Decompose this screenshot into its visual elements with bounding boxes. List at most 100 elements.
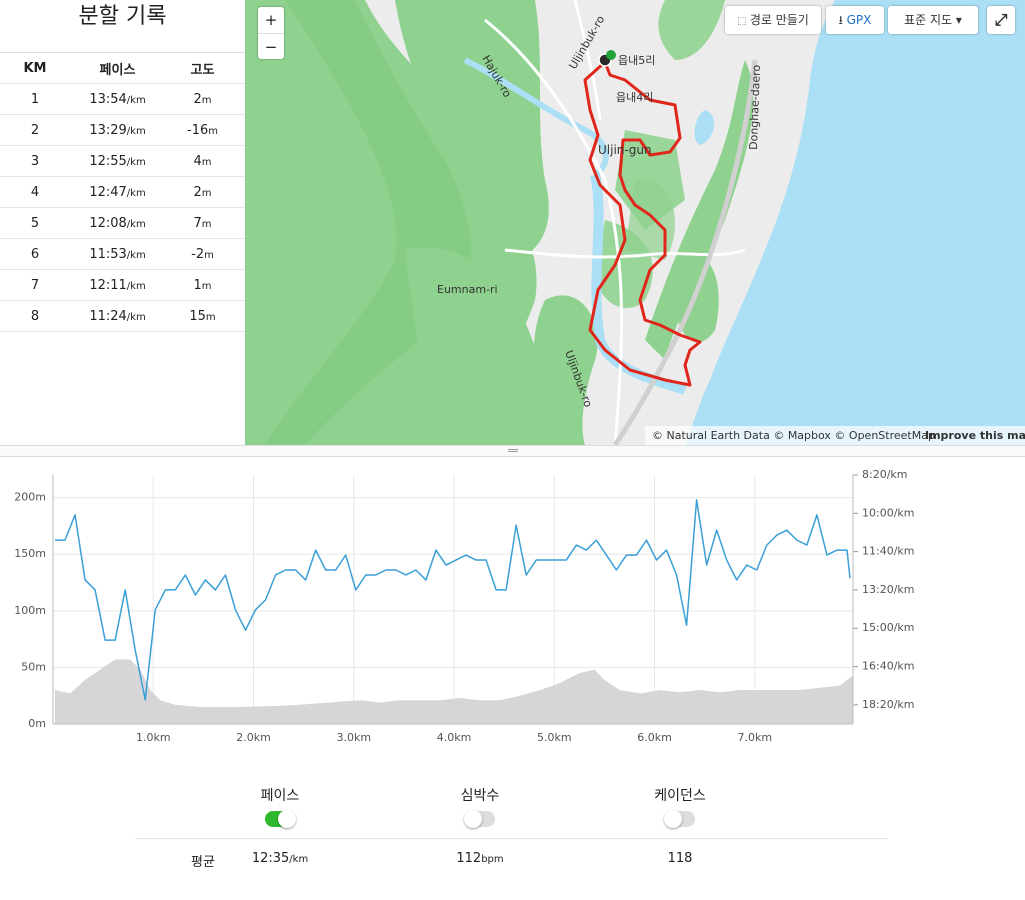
split-row: 7 12:11/km 1m [0, 270, 245, 301]
pace: 11:24 [89, 308, 127, 324]
split-row: 4 12:47/km 2m [0, 177, 245, 208]
stat-value: 118 [580, 851, 780, 866]
y2-tick-label: 15:00/km [862, 621, 915, 634]
km-cell: 1 [30, 91, 40, 107]
elev-cell: 2m [165, 92, 240, 107]
resize-divider[interactable] [0, 445, 1025, 457]
map-label: 읍내4리 [616, 91, 653, 104]
improve-map-link[interactable]: Improve this map [925, 429, 1025, 442]
km-cell: 3 [30, 153, 40, 169]
elev-cell: 7m [165, 216, 240, 231]
button-label: 경로 만들기 [749, 13, 809, 27]
chart: 0m 50m 100m 150m 200m 1.0km 2.0km 3.0km 4.0km 5.0… [14, 468, 915, 744]
row-label: 평균 [191, 855, 215, 870]
elevation: 15 [189, 308, 206, 324]
metric-toggle[interactable] [265, 810, 296, 828]
km-cell: 6 [30, 246, 40, 262]
column-header: KM [23, 60, 47, 76]
map-label: Uljin-gun [598, 143, 652, 157]
pace-unit: /km [126, 218, 146, 230]
split-rows: KM 페이스 고도 1 13:54/km 2m 2 13:29/km -16m 3 12:55/km… [0, 53, 245, 332]
metric-header: 심박수 [460, 788, 500, 804]
pace-cell: 13:29/km [70, 123, 165, 138]
km-cell: 7 [30, 277, 40, 293]
button-label: 표준 지도 [904, 13, 953, 27]
split-row: 1 13:54/km 2m [0, 84, 245, 115]
toggle-knob [278, 810, 296, 828]
value: 112 [456, 851, 482, 866]
y-tick-label: 200m [14, 491, 46, 504]
metric-toggle[interactable] [664, 810, 695, 828]
split-row: 6 11:53/km -2m [0, 239, 245, 270]
pace-cell: 12:55/km [70, 154, 165, 169]
split-row: 3 12:55/km 4m [0, 146, 245, 177]
elevation: 4 [193, 153, 202, 169]
pace-unit: /km [126, 280, 146, 292]
pace-line [55, 499, 851, 701]
column-header: 고도 [190, 62, 215, 78]
metric-header: 케이던스 [654, 788, 706, 804]
unit: /km [289, 854, 309, 865]
zoom-control: + − [258, 7, 284, 59]
elev-cell: 1m [165, 278, 240, 293]
x-tick-label: 2.0km [236, 731, 271, 744]
elevation-area [55, 659, 854, 724]
y-tick-label: 0m [28, 717, 46, 730]
split-title: 분할 기록 [0, 0, 245, 53]
elev-cell: 15m [165, 309, 240, 324]
pace: 12:55 [89, 153, 127, 169]
x-tick-label: 3.0km [336, 731, 371, 744]
elevation: -16 [187, 122, 209, 138]
unit: bpm [481, 854, 504, 865]
metric-toggle[interactable] [464, 810, 495, 828]
elevation: -2 [191, 246, 205, 262]
elevation: 2 [193, 184, 202, 200]
y-tick-label: 50m [21, 660, 46, 673]
column-header: 페이스 [99, 62, 136, 78]
y2-tick-label: 8:20/km [862, 468, 908, 481]
x-tick-label: 7.0km [737, 731, 772, 744]
pace-unit: /km [126, 249, 146, 261]
y2-tick-label: 10:00/km [862, 506, 915, 519]
elev-unit: m [201, 218, 212, 230]
split-row: 8 11:24/km 15m [0, 301, 245, 332]
attribution: © Natural Earth Data © Mapbox © OpenStre… [652, 429, 935, 442]
pace: 13:29 [89, 122, 127, 138]
toggle-knob [664, 810, 682, 828]
map-style-button[interactable]: 표준 지도 ▾ [888, 6, 978, 34]
elevation: 1 [193, 277, 202, 293]
fullscreen-button[interactable]: ⤢ [987, 6, 1015, 34]
elevation: 7 [193, 215, 202, 231]
table-header: KM 페이스 고도 [0, 53, 245, 84]
pace: 12:11 [89, 277, 127, 293]
km-cell: 2 [30, 122, 40, 138]
gpx-button[interactable]: ⭳ GPX [826, 6, 884, 34]
map-label: Donghae-daero [747, 64, 763, 150]
pace-cell: 11:24/km [70, 309, 165, 324]
y2-tick-label: 11:40/km [862, 545, 915, 558]
km-cell: 4 [30, 184, 40, 200]
elev-cell: 2m [165, 185, 240, 200]
stat-value: 12:35/km [180, 851, 380, 866]
x-tick-label: 1.0km [136, 731, 171, 744]
value: 12:35 [251, 851, 290, 866]
pace-unit: /km [126, 156, 146, 168]
pace-cell: 11:53/km [70, 247, 165, 262]
zoom-out[interactable]: − [264, 38, 278, 56]
pace-unit: /km [126, 311, 146, 323]
pace: 12:08 [89, 215, 127, 231]
x-tick-label: 4.0km [437, 731, 472, 744]
split-row: 2 13:29/km -16m [0, 115, 245, 146]
map[interactable]: 읍내5리 읍내4리 Uljin-gun Eumnam-ri Hajuk-ro U… [245, 0, 1025, 445]
map-label: Eumnam-ri [437, 283, 498, 296]
pace-cell: 12:08/km [70, 216, 165, 231]
y-tick-label: 100m [14, 604, 46, 617]
create-route-button[interactable]: ⬚ 경로 만들기 [725, 6, 821, 34]
zoom-in[interactable]: + [258, 7, 284, 34]
pace: 13:54 [89, 91, 127, 107]
map-label: 읍내5리 [618, 54, 655, 67]
elev-cell: 4m [165, 154, 240, 169]
pace: 11:53 [89, 246, 127, 262]
button-label: GPX [846, 13, 872, 27]
